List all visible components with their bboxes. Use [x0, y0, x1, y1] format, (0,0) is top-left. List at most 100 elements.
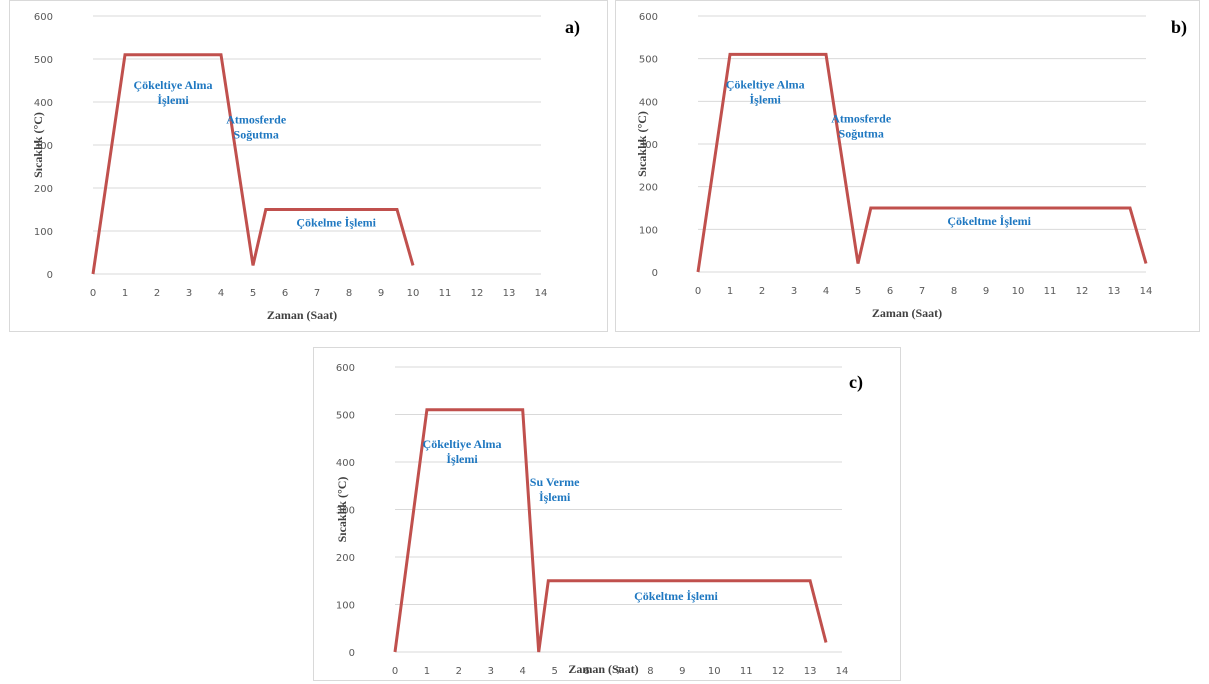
x-tick-label: 0 [695, 286, 701, 297]
process-annotation: Çökeltiye Alma İşlemi [423, 437, 502, 466]
x-tick-label: 1 [424, 666, 430, 677]
y-tick-label: 200 [336, 553, 355, 564]
x-tick-label: 12 [471, 288, 484, 299]
chart-panel-c: 0 100 200 300 400 500 600 0 1 2 3 4 5 6 7 8 9 10 11 12 13 14 Z… [313, 347, 901, 681]
annotation-line: İşlemi [446, 452, 478, 466]
x-axis-title: Zaman (Saat) [267, 308, 337, 322]
y-tick-label: 400 [336, 458, 355, 469]
x-tick-label: 14 [1140, 286, 1153, 297]
y-tick-label: 300 [34, 141, 53, 152]
x-tick-label: 14 [836, 666, 849, 677]
x-tick-label: 7 [314, 288, 320, 299]
y-tick-label: 600 [336, 363, 355, 374]
x-tick-label: 4 [823, 286, 829, 297]
x-tick-label: 10 [407, 288, 420, 299]
x-tick-label: 4 [520, 666, 526, 677]
x-tick-label: 13 [1108, 286, 1121, 297]
x-tick-label: 1 [727, 286, 733, 297]
x-tick-label: 4 [218, 288, 224, 299]
annotation-line: Su Verme [530, 475, 580, 489]
y-axis-title: Sıcaklık (°C) [31, 112, 45, 178]
x-tick-label: 5 [855, 286, 861, 297]
annotation-line: Çökeltiye Alma [726, 78, 805, 92]
process-annotation: Atmosferde Soğutma [831, 112, 892, 141]
y-tick-label: 200 [639, 183, 658, 194]
x-tick-label: 8 [647, 666, 653, 677]
x-tick-label: 13 [804, 666, 817, 677]
process-annotation: Su Verme İşlemi [530, 475, 580, 504]
x-tick-label: 1 [122, 288, 128, 299]
annotation-line: Çökeltiye Alma [423, 437, 502, 451]
y-tick-label: 300 [336, 506, 355, 517]
x-tick-label: 0 [392, 666, 398, 677]
x-tick-label: 14 [535, 288, 548, 299]
x-axis-title: Zaman (Saat) [872, 306, 942, 320]
y-tick-label: 600 [639, 12, 658, 23]
annotation-line: Atmosferde [831, 112, 892, 126]
process-annotation: Çökeltiye Alma İşlemi [726, 78, 805, 107]
panel-label: a) [565, 17, 580, 38]
y-tick-label: 300 [639, 140, 658, 151]
x-tick-label: 8 [346, 288, 352, 299]
x-tick-label: 2 [456, 666, 462, 677]
temperature-series-line [91, 53, 415, 275]
chart-panel-b: 0 100 200 300 400 500 600 0 1 2 3 4 5 6 7 8 9 10 11 12 13 14 Z… [615, 0, 1200, 332]
annotation-line: Çökelme İşlemi [296, 216, 376, 230]
panel-label: c) [849, 372, 863, 393]
y-tick-label: 500 [639, 55, 658, 66]
annotation-line: İşlemi [750, 93, 782, 107]
x-tick-label: 9 [679, 666, 685, 677]
annotation-line: Çökeltiye Alma [134, 78, 213, 92]
x-tick-label: 5 [551, 666, 557, 677]
process-annotation: Çökeltiye Alma İşlemi [134, 78, 213, 107]
x-tick-label: 10 [708, 666, 721, 677]
x-tick-label: 12 [1076, 286, 1089, 297]
panel-label: b) [1171, 17, 1187, 38]
annotation-line: Soğutma [234, 128, 279, 142]
x-tick-label: 11 [439, 288, 452, 299]
x-tick-label: 2 [759, 286, 765, 297]
y-tick-label: 600 [34, 12, 53, 23]
x-tick-label: 7 [919, 286, 925, 297]
annotation-line: İşlemi [157, 93, 189, 107]
x-tick-label: 13 [503, 288, 516, 299]
y-tick-label: 500 [34, 55, 53, 66]
x-tick-label: 12 [772, 666, 785, 677]
annotation-line: Soğutma [839, 127, 884, 141]
process-annotation: Çökeltme İşlemi [947, 214, 1031, 228]
process-annotation: Çökeltme İşlemi [634, 589, 718, 603]
y-tick-label: 500 [336, 411, 355, 422]
x-tick-label: 9 [983, 286, 989, 297]
x-tick-label: 3 [488, 666, 494, 677]
x-tick-label: 6 [887, 286, 893, 297]
temperature-series-line [696, 52, 1148, 273]
y-tick-label: 400 [639, 97, 658, 108]
x-tick-label: 11 [740, 666, 753, 677]
x-tick-label: 3 [791, 286, 797, 297]
y-tick-label: 0 [349, 648, 355, 659]
annotation-line: Çökeltme İşlemi [634, 589, 718, 603]
y-tick-label: 100 [336, 601, 355, 612]
x-tick-label: 0 [90, 288, 96, 299]
annotation-line: Çökeltme İşlemi [947, 214, 1031, 228]
annotation-line: İşlemi [539, 490, 571, 504]
x-tick-label: 9 [378, 288, 384, 299]
y-axis-title: Sıcaklık (°C) [635, 111, 649, 177]
process-annotation: Atmosferde Soğutma [226, 113, 287, 142]
x-tick-label: 8 [951, 286, 957, 297]
x-tick-label: 10 [1012, 286, 1025, 297]
x-tick-label: 5 [250, 288, 256, 299]
x-axis-title: Zaman (Saat) [568, 662, 638, 676]
temperature-series-line [393, 408, 828, 653]
x-tick-label: 3 [186, 288, 192, 299]
y-tick-label: 0 [652, 268, 658, 279]
x-tick-label: 11 [1044, 286, 1057, 297]
x-tick-label: 6 [583, 666, 589, 677]
process-annotation: Çökelme İşlemi [296, 216, 376, 230]
annotation-line: Atmosferde [226, 113, 287, 127]
y-tick-label: 0 [47, 270, 53, 281]
y-axis-title: Sıcaklık (°C) [335, 477, 349, 543]
